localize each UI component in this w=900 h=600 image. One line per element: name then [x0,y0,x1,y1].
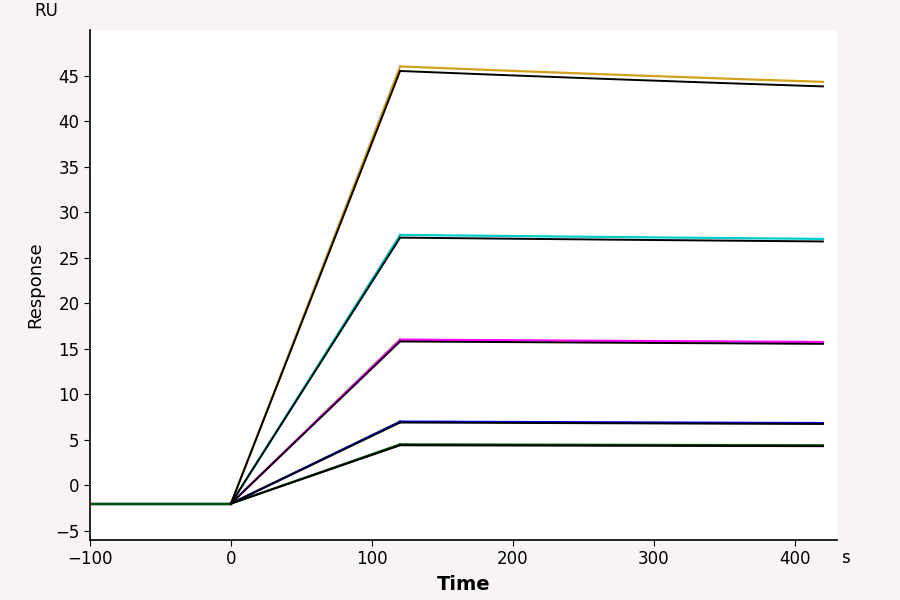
Text: RU: RU [34,2,58,20]
Text: s: s [842,549,850,567]
X-axis label: Time: Time [436,575,491,595]
Y-axis label: Response: Response [26,242,44,328]
